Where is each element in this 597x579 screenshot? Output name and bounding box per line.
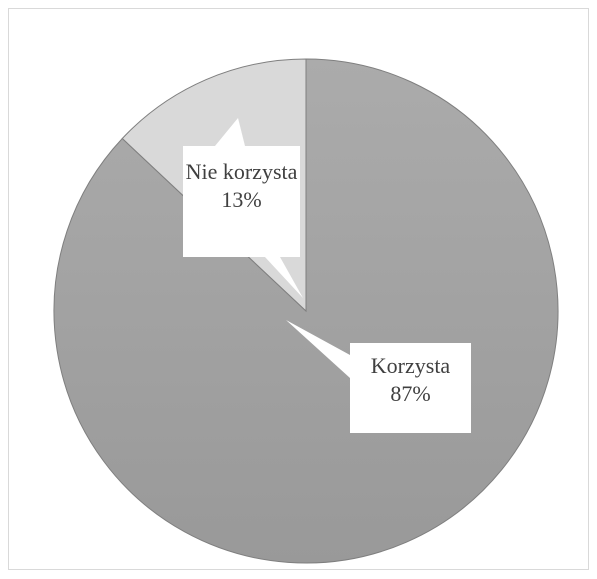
label-value: 13%: [221, 187, 262, 212]
callout-box: [286, 320, 471, 433]
pie: [53, 58, 559, 564]
data-label: Nie korzysta 13%: [183, 158, 300, 214]
label-category: Korzysta: [370, 353, 451, 378]
callout-box: [183, 118, 303, 298]
label-category: Nie korzysta: [185, 159, 298, 184]
label-value: 87%: [390, 381, 431, 406]
data-label: Korzysta 87%: [350, 352, 471, 408]
